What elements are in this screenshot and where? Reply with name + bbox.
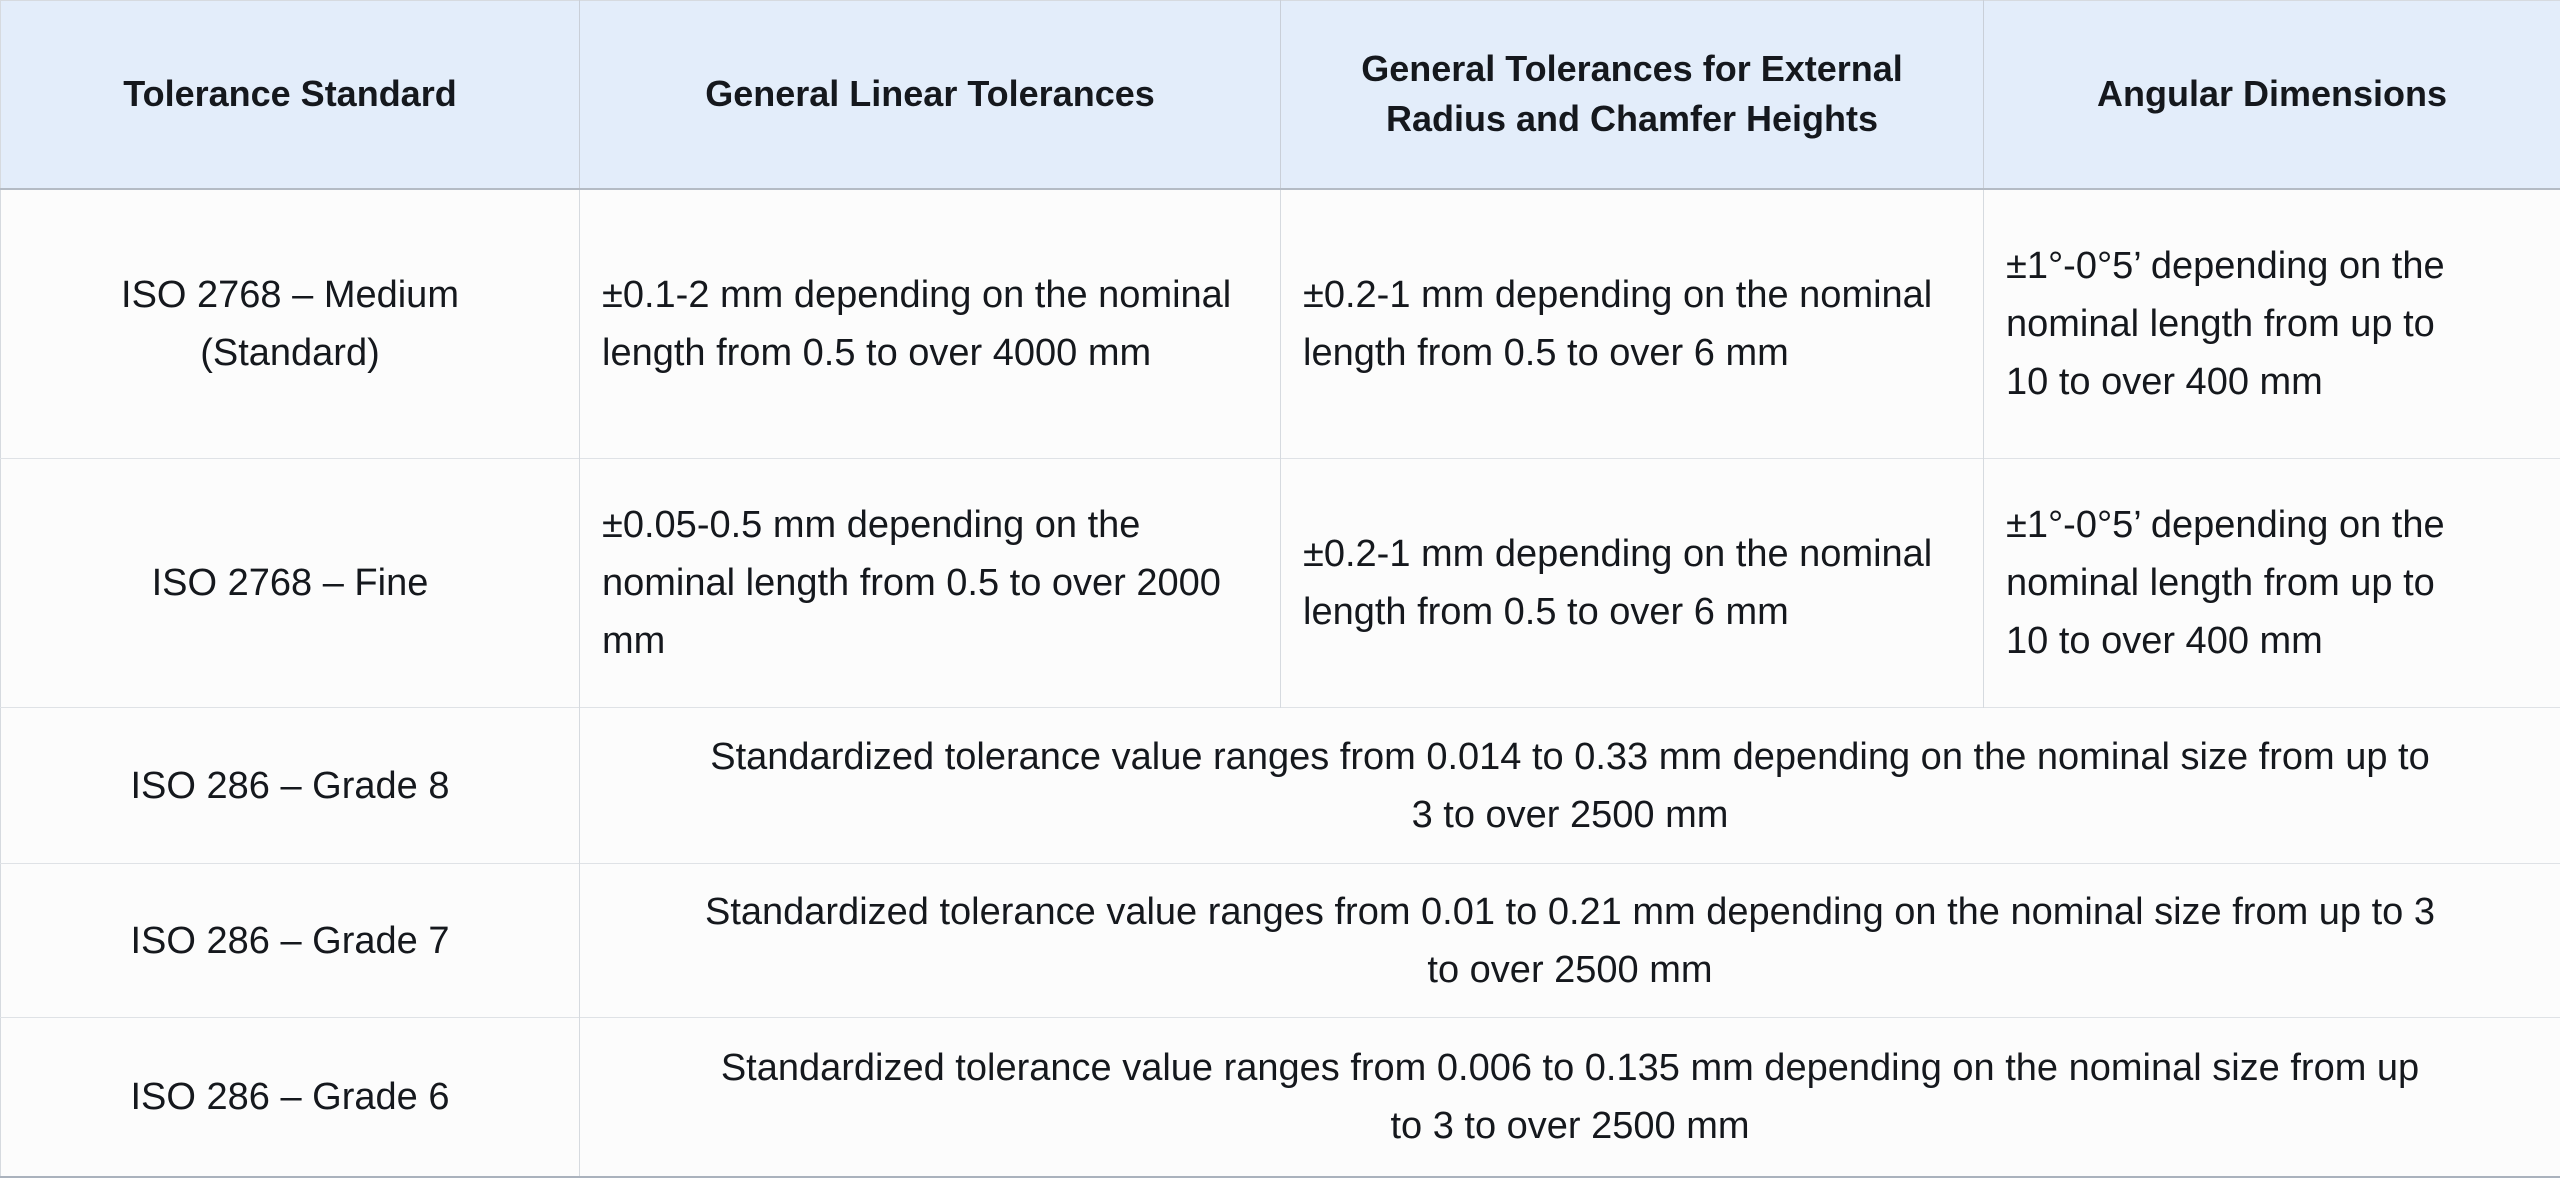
cell-text: ISO 286 – Grade 8 [90,757,490,815]
header-row: Tolerance Standard General Linear Tolera… [1,1,2560,189]
cell-standardized-tolerance-range: Standardized tolerance value ranges from… [580,708,2560,864]
table-row-iso-286-grade-7: ISO 286 – Grade 7 Standardized tolerance… [1,864,2560,1018]
cell-text: Standardized tolerance value ranges from… [700,1039,2440,1155]
cell-standard: ISO 286 – Grade 8 [1,708,580,864]
cell-text: Standardized tolerance value ranges from… [700,883,2440,999]
cell-linear-tolerance: ±0.1-2 mm depending on the nominal lengt… [580,189,1281,459]
cell-standard: ISO 286 – Grade 7 [1,864,580,1018]
cell-standard: ISO 286 – Grade 6 [1,1018,580,1177]
header-label: General Tolerances for External Radius a… [1302,44,1962,144]
header-label: Tolerance Standard [2,69,578,119]
cell-text: ISO 286 – Grade 7 [90,912,490,970]
cell-text: ISO 286 – Grade 6 [90,1068,490,1126]
table-row-iso-286-grade-8: ISO 286 – Grade 8 Standardized tolerance… [1,708,2560,864]
cell-text: ±0.2-1 mm depending on the nominal lengt… [1303,266,1943,382]
cell-text: ISO 2768 – Fine [90,554,490,612]
table-row-iso-2768-fine: ISO 2768 – Fine ±0.05-0.5 mm depending o… [1,459,2560,708]
table-row-iso-2768-medium: ISO 2768 – Medium (Standard) ±0.1-2 mm d… [1,189,2560,459]
cell-standard: ISO 2768 – Medium (Standard) [1,189,580,459]
header-cell-angular-dimensions: Angular Dimensions [1984,1,2560,189]
cell-text: ±0.1-2 mm depending on the nominal lengt… [602,266,1242,382]
cell-text: ISO 2768 – Medium (Standard) [90,266,490,382]
cell-radius-chamfer-tolerance: ±0.2-1 mm depending on the nominal lengt… [1281,459,1984,708]
header-cell-general-linear-tolerances: General Linear Tolerances [580,1,1281,189]
header-cell-tolerance-standard: Tolerance Standard [1,1,580,189]
header-cell-radius-chamfer-tolerances: General Tolerances for External Radius a… [1281,1,1984,189]
cell-standardized-tolerance-range: Standardized tolerance value ranges from… [580,864,2560,1018]
cell-angular-tolerance: ±1°-0°5’ depending on the nominal length… [1984,459,2560,708]
cell-text: Standardized tolerance value ranges from… [700,728,2440,844]
cell-text: ±0.05-0.5 mm depending on the nominal le… [602,496,1242,670]
cell-standard: ISO 2768 – Fine [1,459,580,708]
cell-text: ±1°-0°5’ depending on the nominal length… [2006,237,2466,411]
cell-radius-chamfer-tolerance: ±0.2-1 mm depending on the nominal lengt… [1281,189,1984,459]
cell-angular-tolerance: ±1°-0°5’ depending on the nominal length… [1984,189,2560,459]
cell-text: ±0.2-1 mm depending on the nominal lengt… [1303,525,1943,641]
header-label: Angular Dimensions [1985,69,2559,119]
header-label: General Linear Tolerances [600,69,1260,119]
table-row-iso-286-grade-6: ISO 286 – Grade 6 Standardized tolerance… [1,1018,2560,1177]
cell-standardized-tolerance-range: Standardized tolerance value ranges from… [580,1018,2560,1177]
cell-text: ±1°-0°5’ depending on the nominal length… [2006,496,2466,670]
cell-linear-tolerance: ±0.05-0.5 mm depending on the nominal le… [580,459,1281,708]
